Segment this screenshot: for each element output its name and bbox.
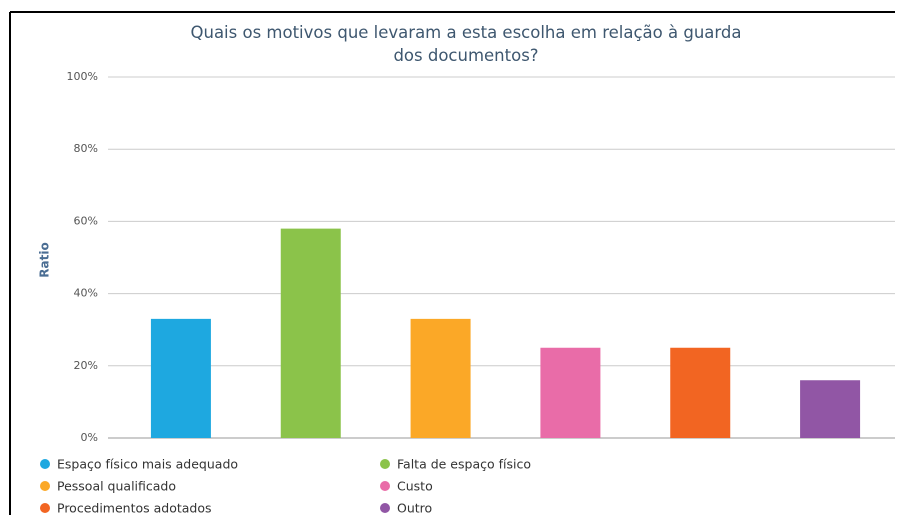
y-axis-label: Ratio (38, 242, 52, 277)
legend-label: Falta de espaço físico (397, 457, 531, 472)
y-tick-label: 60% (74, 214, 98, 227)
bar (800, 380, 861, 438)
bar (410, 318, 471, 438)
y-tick-label: 20% (74, 359, 98, 372)
legend-marker (380, 459, 390, 469)
legend-marker (40, 459, 50, 469)
y-tick-label: 40% (74, 287, 98, 300)
legend-label: Espaço físico mais adequado (57, 457, 238, 472)
bar (670, 347, 731, 438)
chart-title: Quais os motivos que levaram a esta esco… (191, 23, 742, 65)
y-tick-label: 100% (67, 70, 98, 83)
bar (150, 318, 211, 438)
legend-marker (40, 481, 50, 491)
legend-label: Outro (397, 501, 432, 515)
bar (280, 228, 341, 438)
legend-label: Procedimentos adotados (57, 501, 212, 515)
legend-marker (40, 503, 50, 513)
y-tick-label: 80% (74, 142, 98, 155)
legend-label: Custo (397, 479, 433, 494)
y-tick-label: 0% (81, 431, 98, 444)
legend-label: Pessoal qualificado (57, 479, 176, 494)
legend-marker (380, 503, 390, 513)
legend-marker (380, 481, 390, 491)
bar (540, 347, 601, 438)
